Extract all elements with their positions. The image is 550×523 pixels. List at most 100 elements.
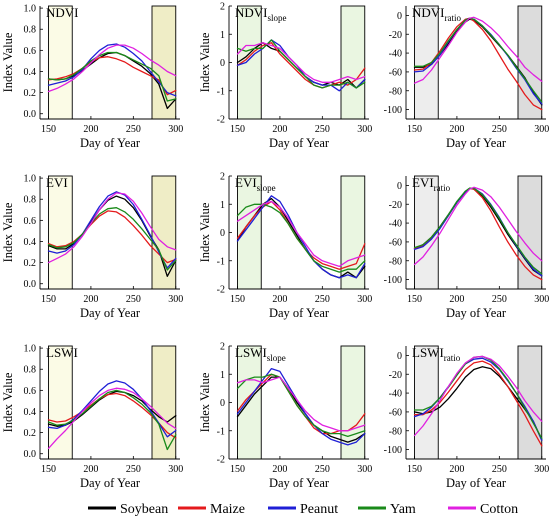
panel-title-subscript: ratio [444, 353, 461, 363]
series-line-yam [47, 51, 177, 102]
y-tick-label: 0 [220, 228, 225, 239]
y-tick-label: 0.4 [24, 407, 37, 418]
y-tick-label: -20 [389, 370, 402, 381]
x-axis-title: Day of Year [269, 476, 330, 490]
y-tick-label: -80 [389, 86, 402, 97]
y-axis-title: Index Value [198, 372, 212, 432]
panel-title: NDVIslope [235, 5, 287, 23]
legend-label: Cotton [480, 502, 518, 517]
x-axis-title: Day of Year [80, 476, 141, 490]
y-tick-label: -100 [384, 445, 402, 456]
series-line-yam [47, 389, 177, 451]
series-line-cotton [47, 44, 177, 93]
x-tick-label: 250 [315, 294, 330, 305]
x-tick-label: 200 [449, 294, 464, 305]
x-tick-label: 250 [126, 124, 141, 135]
panel-title-subscript: slope [267, 353, 286, 363]
y-tick-label: 0 [397, 11, 402, 22]
panel-title-base: EVI [46, 175, 68, 190]
legend-item-peanut: Peanut [268, 502, 338, 517]
y-tick-label: 0.6 [24, 46, 37, 57]
series-line-peanut [47, 191, 177, 269]
series-line-cotton [413, 16, 543, 84]
panel-title: NDVIratio [412, 5, 461, 23]
panel-title-base: LSWI [235, 345, 267, 360]
series-line-maize [413, 17, 543, 111]
panel-title: EVI [46, 175, 68, 190]
x-axis-title: Day of Year [80, 136, 141, 150]
y-tick-label: 0.8 [24, 25, 37, 36]
x-tick-label: 200 [83, 124, 98, 135]
y-tick-label: 0.6 [24, 386, 37, 397]
series-line-maize [47, 210, 177, 264]
series-line-maize [47, 56, 177, 96]
y-tick-label: -80 [389, 256, 402, 267]
x-tick-label: 250 [126, 464, 141, 475]
series-line-soybean [413, 366, 543, 441]
panel-title-base: NDVI [412, 5, 445, 20]
shade-window-left [48, 175, 73, 290]
x-tick-label: 200 [449, 464, 464, 475]
series-line-yam [236, 203, 366, 273]
shade-window-right [151, 175, 177, 290]
x-tick-label: 300 [168, 294, 183, 305]
x-tick-label: 150 [41, 294, 56, 305]
x-tick-label: 200 [272, 464, 287, 475]
x-tick-label: 300 [168, 124, 183, 135]
shade-window-right [340, 5, 366, 120]
panel-title-base: LSWI [412, 345, 444, 360]
series-line-cotton [236, 42, 366, 83]
x-tick-label: 200 [272, 124, 287, 135]
y-tick-label: -60 [389, 407, 402, 418]
panel-title-subscript: slope [257, 183, 276, 193]
y-tick-label: 2 [220, 172, 225, 183]
panel-title-base: NDVI [46, 5, 79, 20]
x-tick-label: 150 [407, 294, 422, 305]
series-line-cotton [413, 355, 543, 437]
series-line-soybean [47, 390, 177, 427]
y-axis-title: Index Value [1, 202, 15, 262]
panel-title-base: LSWI [46, 345, 78, 360]
panel-title-base: EVI [235, 175, 257, 190]
y-axis-title: Index Value [198, 202, 212, 262]
y-tick-label: 2 [220, 2, 225, 13]
series-line-yam [236, 373, 366, 438]
panel-ndvi: 150 200 250 300 0.0 0.2 0.4 0.6 0.8 1.0 Day of Yea… [1, 4, 183, 150]
y-axis-title: Index Value [198, 32, 212, 92]
legend-label: Maize [210, 502, 245, 517]
y-tick-label: -60 [389, 67, 402, 78]
shade-window-left [48, 5, 73, 120]
x-tick-label: 150 [41, 464, 56, 475]
panel-ndvislope: 150 200 250 300 -2 -1 0 1 2 Day of Year Index Valu… [198, 2, 372, 151]
y-tick-label: -1 [217, 426, 225, 437]
panel-title-subscript: ratio [434, 183, 451, 193]
y-tick-label: -1 [217, 256, 225, 267]
x-tick-label: 250 [492, 464, 507, 475]
panel-lswiratio: 150 200 250 300 -100 -80 -60 -40 -20 0 Day of Year… [384, 345, 550, 490]
legend-item-maize: Maize [178, 502, 245, 517]
y-tick-label: 0.4 [24, 237, 37, 248]
y-tick-label: 0.2 [24, 258, 37, 269]
panel-title-subscript: ratio [445, 13, 462, 23]
y-tick-label: -60 [389, 237, 402, 248]
x-tick-label: 300 [534, 124, 549, 135]
legend-item-soybean: Soybean [88, 502, 168, 517]
panel-title-base: NDVI [235, 5, 268, 20]
series-line-yam [47, 207, 177, 271]
x-axis-title: Day of Year [446, 306, 507, 320]
legend-label: Yam [390, 502, 416, 517]
y-tick-label: -1 [217, 86, 225, 97]
series-line-soybean [236, 197, 366, 279]
series-line-yam [413, 187, 543, 275]
y-tick-label: 0.0 [24, 109, 37, 120]
panel-eviratio: 150 200 250 300 -100 -80 -60 -40 -20 0 Day of Year… [384, 175, 550, 320]
x-tick-label: 150 [407, 464, 422, 475]
panel-title-subscript: slope [268, 13, 287, 23]
x-tick-label: 200 [449, 124, 464, 135]
panel-lswi: 150 200 250 300 0.0 0.2 0.4 0.6 0.8 1.0 Day of Yea… [1, 344, 183, 490]
y-tick-label: -80 [389, 426, 402, 437]
series-line-cotton [47, 192, 177, 264]
x-axis-title: Day of Year [446, 476, 507, 490]
x-axis-title: Day of Year [446, 136, 507, 150]
